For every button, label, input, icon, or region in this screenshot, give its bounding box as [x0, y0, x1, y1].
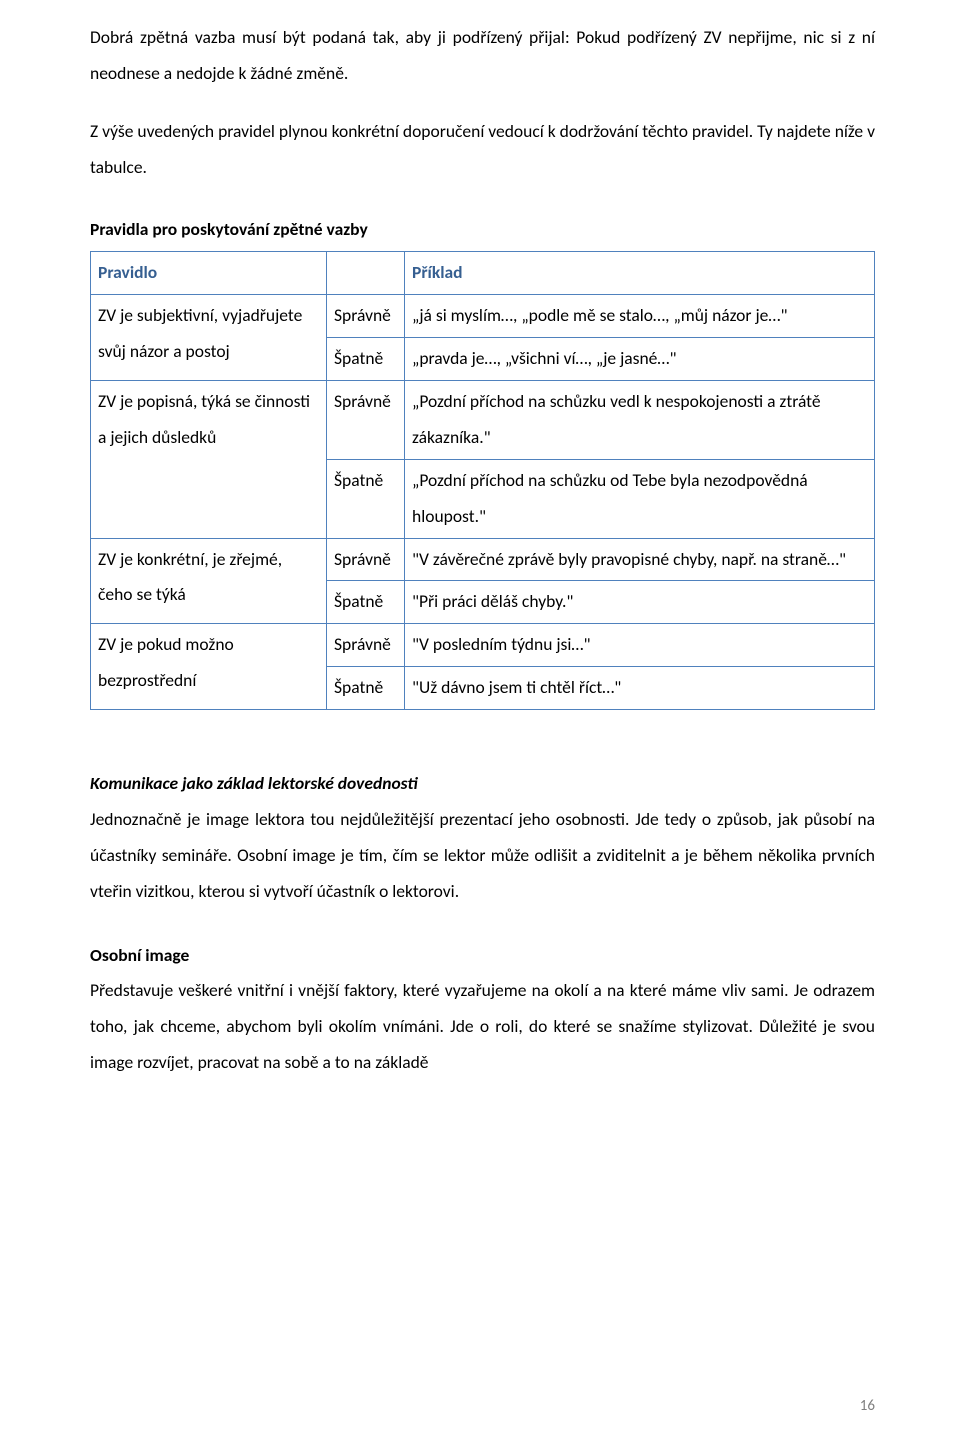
- example-cell: "Při práci děláš chyby.": [405, 581, 875, 624]
- page-number: 16: [860, 1391, 875, 1422]
- header-blank: [327, 252, 405, 295]
- table-row: ZV je pokud možno bezprostřední Správně …: [91, 624, 875, 667]
- header-pravidlo: Pravidlo: [91, 252, 327, 295]
- label-spravne: Správně: [327, 295, 405, 338]
- example-cell: "Už dávno jsem ti chtěl říct…": [405, 667, 875, 710]
- rule-cell: ZV je konkrétní, je zřejmé, čeho se týká: [91, 538, 327, 624]
- table-row: ZV je konkrétní, je zřejmé, čeho se týká…: [91, 538, 875, 581]
- table-title: Pravidla pro poskytování zpětné vazby: [90, 212, 875, 248]
- label-spatne: Špatně: [327, 459, 405, 538]
- example-cell: „Pozdní příchod na schůzku od Tebe byla …: [405, 459, 875, 538]
- example-cell: „Pozdní příchod na schůzku vedl k nespok…: [405, 381, 875, 460]
- label-spatne: Špatně: [327, 338, 405, 381]
- example-cell: "V závěrečné zprávě byly pravopisné chyb…: [405, 538, 875, 581]
- example-cell: „já si myslím…, „podle mě se stalo…, „mů…: [405, 295, 875, 338]
- rule-cell: ZV je pokud možno bezprostřední: [91, 624, 327, 710]
- label-spravne: Správně: [327, 538, 405, 581]
- header-priklad: Příklad: [405, 252, 875, 295]
- intro-paragraph-2: Z výše uvedených pravidel plynou konkrét…: [90, 114, 875, 186]
- label-spatne: Špatně: [327, 581, 405, 624]
- example-cell: „pravda je…, „všichni ví…, „je jasné…": [405, 338, 875, 381]
- table-row: ZV je subjektivní, vyjadřujete svůj názo…: [91, 295, 875, 338]
- section-komunikace-paragraph: Jednoznačně je image lektora tou nejdůle…: [90, 802, 875, 910]
- label-spatne: Špatně: [327, 667, 405, 710]
- section-heading-komunikace: Komunikace jako základ lektorské dovedno…: [90, 766, 875, 802]
- rules-table: Pravidlo Příklad ZV je subjektivní, vyja…: [90, 251, 875, 710]
- example-cell: "V posledním týdnu jsi…": [405, 624, 875, 667]
- table-header-row: Pravidlo Příklad: [91, 252, 875, 295]
- label-spravne: Správně: [327, 381, 405, 460]
- intro-paragraph-1: Dobrá zpětná vazba musí být podaná tak, …: [90, 20, 875, 92]
- section-heading-osobni-image: Osobní image: [90, 938, 875, 974]
- rule-cell: ZV je subjektivní, vyjadřujete svůj názo…: [91, 295, 327, 381]
- table-row: ZV je popisná, týká se činnosti a jejich…: [91, 381, 875, 460]
- rule-cell: ZV je popisná, týká se činnosti a jejich…: [91, 381, 327, 539]
- label-spravne: Správně: [327, 624, 405, 667]
- section-osobni-image-paragraph: Představuje veškeré vnitřní i vnější fak…: [90, 973, 875, 1081]
